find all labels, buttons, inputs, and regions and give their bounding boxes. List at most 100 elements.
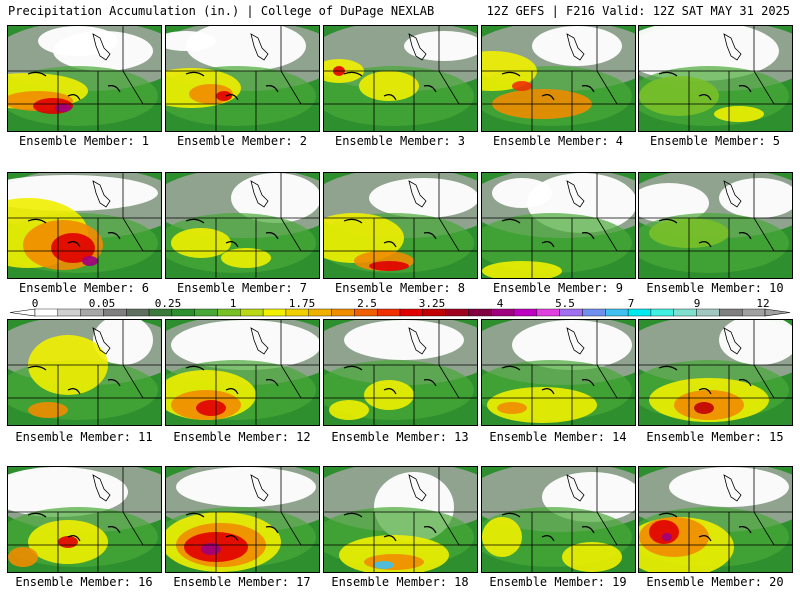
ensemble-member-caption: Ensemble Member: 4 [492, 134, 624, 148]
precip-map [8, 26, 161, 131]
scale-swatch [399, 308, 424, 317]
ensemble-member-caption: Ensemble Member: 8 [334, 281, 466, 295]
ensemble-member-caption: Ensemble Member: 1 [18, 134, 150, 148]
precip-map [166, 320, 319, 425]
scale-swatch [741, 308, 766, 317]
precip-map [324, 320, 477, 425]
ensemble-member-caption: Ensemble Member: 18 [331, 575, 469, 589]
scale-swatch [605, 308, 629, 317]
scale-swatch [650, 308, 674, 317]
precip-map [324, 26, 477, 131]
ensemble-member-map [638, 25, 793, 132]
scale-swatch [217, 308, 241, 317]
scale-swatch [513, 308, 538, 317]
ensemble-member-map [481, 319, 636, 426]
scale-swatch [627, 308, 652, 317]
precip-map [482, 26, 635, 131]
scale-swatch [491, 308, 515, 317]
ensemble-member-caption: Ensemble Member: 9 [492, 281, 624, 295]
scale-swatch [171, 308, 195, 317]
precip-color-scale: 0 0.05 0.25 1 1.75 2.5 3.25 4 5.5 7 9 12 [0, 297, 800, 321]
scale-tick-label: 0.05 [88, 297, 116, 310]
scale-swatch [468, 308, 492, 317]
ensemble-member-caption: Ensemble Member: 10 [646, 281, 784, 295]
precip-map [8, 173, 161, 278]
header-valid-time: 12Z GEFS | F216 Valid: 12Z SAT MAY 31 20… [486, 4, 790, 18]
scale-tick-label: 0.25 [154, 297, 182, 310]
precip-map [639, 26, 792, 131]
precip-map [482, 320, 635, 425]
scale-swatch [582, 308, 606, 317]
ensemble-member-caption: Ensemble Member: 6 [18, 281, 150, 295]
ensemble-member-map [323, 172, 478, 279]
ensemble-member-map [481, 25, 636, 132]
color-scale-bar [9, 308, 791, 317]
precip-map [8, 467, 161, 572]
ensemble-member-map [481, 172, 636, 279]
precip-map [482, 467, 635, 572]
ensemble-member-caption: Ensemble Member: 3 [334, 134, 466, 148]
precip-map [482, 173, 635, 278]
scale-swatch [331, 308, 355, 317]
scale-swatch [240, 308, 264, 317]
ensemble-member-map [638, 319, 793, 426]
ensemble-member-map [323, 25, 478, 132]
ensemble-member-caption: Ensemble Member: 19 [489, 575, 627, 589]
scale-swatch [354, 308, 378, 317]
precip-map [324, 467, 477, 572]
scale-arrow-left [9, 308, 36, 317]
scale-tick-label: 3.25 [418, 297, 446, 310]
ensemble-member-map [165, 25, 320, 132]
ensemble-member-caption: Ensemble Member: 7 [176, 281, 308, 295]
precip-map [639, 467, 792, 572]
precip-map [324, 173, 477, 278]
ensemble-member-map [7, 25, 162, 132]
ensemble-member-map [7, 172, 162, 279]
scale-swatch [536, 308, 560, 317]
precip-map [8, 320, 161, 425]
ensemble-member-map [7, 466, 162, 573]
scale-tick-label: 4 [496, 297, 504, 310]
scale-swatch [148, 308, 173, 317]
ensemble-member-caption: Ensemble Member: 20 [646, 575, 784, 589]
scale-swatch [422, 308, 446, 317]
scale-swatch [696, 308, 720, 317]
scale-tick-label: 2.5 [357, 297, 377, 310]
scale-swatch [285, 308, 309, 317]
precip-map [639, 320, 792, 425]
ensemble-member-caption: Ensemble Member: 2 [176, 134, 308, 148]
ensemble-member-caption: Ensemble Member: 16 [15, 575, 153, 589]
scale-tick-label: 9 [693, 297, 701, 310]
scale-arrow-right [764, 308, 791, 317]
ensemble-member-map [165, 466, 320, 573]
ensemble-member-map [7, 319, 162, 426]
scale-swatch [103, 308, 127, 317]
ensemble-member-caption: Ensemble Member: 5 [649, 134, 781, 148]
ensemble-member-map [165, 172, 320, 279]
scale-tick-label: 0 [31, 297, 39, 310]
scale-swatch [445, 308, 469, 317]
scale-tick-label: 1.75 [288, 297, 316, 310]
scale-swatch [673, 308, 697, 317]
precip-map [639, 173, 792, 278]
ensemble-member-map [323, 319, 478, 426]
ensemble-member-caption: Ensemble Member: 17 [173, 575, 311, 589]
header-title: Precipitation Accumulation (in.) | Colle… [8, 4, 435, 18]
scale-swatch [194, 308, 218, 317]
ensemble-member-map [323, 466, 478, 573]
ensemble-member-map [638, 466, 793, 573]
scale-swatch [559, 308, 583, 317]
ensemble-member-map [165, 319, 320, 426]
precip-map [166, 173, 319, 278]
scale-swatch [57, 308, 81, 317]
scale-tick-label: 5.5 [555, 297, 575, 310]
scale-swatch [308, 308, 332, 317]
scale-tick-label: 12 [756, 297, 770, 310]
scale-swatch [126, 308, 150, 317]
precip-map [166, 467, 319, 572]
precip-map [166, 26, 319, 131]
ensemble-member-caption: Ensemble Member: 11 [15, 430, 153, 444]
ensemble-member-caption: Ensemble Member: 13 [331, 430, 469, 444]
ensemble-member-map [481, 466, 636, 573]
